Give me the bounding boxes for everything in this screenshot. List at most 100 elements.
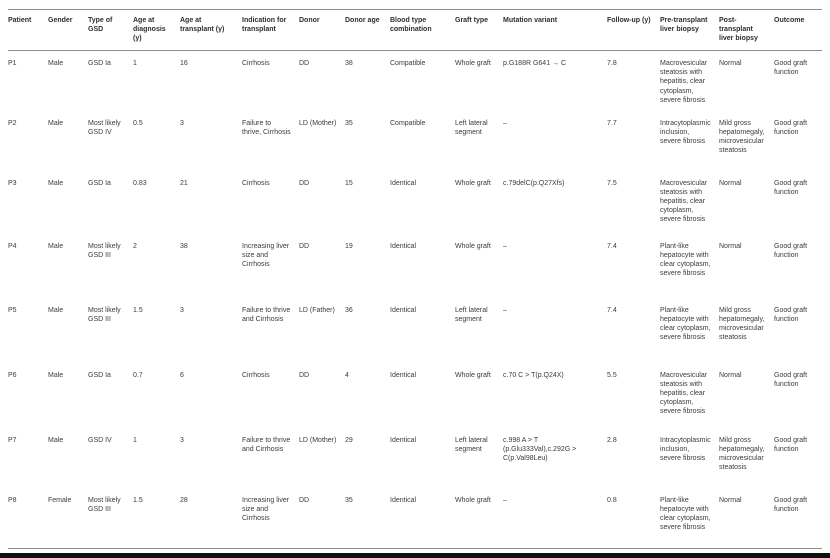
table-row: P3 Male GSD Ia 0.83 21 Cirrhosis DD 15 Identical… [8,171,822,234]
table-cell: 1 [133,436,137,444]
table-cell: P5 [8,306,17,314]
table-cell: Male [48,119,64,127]
table-cell: Whole graft [455,371,491,379]
header-cell-outcome: Outcome [774,8,822,52]
table-cell: Good graft function [774,306,808,323]
table-cell: LD (Father) [299,306,335,314]
table-cell: – [503,119,507,127]
table-cell: Whole graft [455,179,491,187]
table-cell: 6 [180,371,184,379]
table-cell: 2 [133,242,137,250]
table-row: P7 Male GSD IV 1 3 Failure to thrive and Cirr… [8,428,822,488]
table-cell: – [503,242,507,250]
table-cell: Compatible [390,60,426,68]
header-cell-indication: Indication for transplant [242,8,299,52]
table-cell: Good graft function [774,242,808,259]
table-cell: Male [48,242,64,250]
table-cell: 1 [133,60,137,68]
table-cell: Normal [719,496,742,504]
table-row: P5 Male Most likely GSD III 1.5 3 Failure to … [8,298,822,363]
table-cell: P7 [8,436,17,444]
header-cell-post-transplant-biopsy: Post-transplant liver biopsy [719,8,774,52]
table-cell: LD (Mother) [299,119,337,127]
header-cell-age-at-transplant: Age at transplant (y) [180,8,242,52]
header-cell-donor: Donor [299,8,345,52]
table-cell: DD [299,242,310,250]
header-cell-gender: Gender [48,8,88,52]
header-cell-donor-age: Donor age [345,8,390,52]
table-cell: DD [299,60,310,68]
table-cell: Cirrhosis [242,371,270,379]
table-cell: Most likely GSD IV [88,119,121,136]
table-cell: 36 [345,306,353,314]
figure-bottom-border [0,553,830,558]
table-cell: 3 [180,306,184,314]
table-cell: Intracytoplasmic inclusion, severe fibro… [660,436,711,462]
table-cell: Male [48,60,64,68]
table-row: P8 Female Most likely GSD III 1.5 28 Increasi… [8,488,822,543]
table-cell: c.998 A > T (p.Glu333Val),c.292G > C(p.V… [503,436,577,462]
table-cell: Intracytoplasmic inclusion, severe fibro… [660,119,711,145]
table-cell: P3 [8,179,17,187]
table-cell: 7.4 [607,306,617,314]
table-cell: DD [299,371,310,379]
header-cell-age-at-diagnosis: Age at diagnosis (y) [133,8,180,52]
table-row: P1 Male GSD Ia 1 16 Cirrhosis DD 38 Compatible Wh… [8,51,822,111]
header-cell-blood-type: Blood type combination [390,8,455,52]
table-cell: 19 [345,242,353,250]
table-cell: 0.5 [133,119,143,127]
table-cell: Male [48,179,64,187]
patient-table-wrap: Patient Gender Type of GSD Age at diagno… [8,8,822,543]
table-cell: Left lateral segment [455,119,488,136]
table-cell: Macrovesicular steatosis with hepatitis,… [660,179,708,224]
table-cell: Failure to thrive, Cirrhosis [242,119,291,136]
table-header: Patient Gender Type of GSD Age at diagno… [8,8,822,52]
table-cell: GSD Ia [88,60,111,68]
table-cell: Male [48,436,64,444]
table-cell: 5.5 [607,371,617,379]
table-cell: Identical [390,371,417,379]
table-cell: 0.8 [607,496,617,504]
table-cell: Whole graft [455,60,491,68]
patient-characteristics-table: Patient Gender Type of GSD Age at diagno… [8,8,822,543]
header-cell-type-of-gsd: Type of GSD [88,8,133,52]
table-cell: Identical [390,496,417,504]
table-cell: Macrovesicular steatosis with hepatitis,… [660,371,708,416]
table-cell: Plant-like hepatocyte with clear cytopla… [660,242,711,278]
table-cell: 35 [345,119,353,127]
table-cell: Mild gross hepatomegaly, microvesicular … [719,306,765,342]
table-cell: – [503,496,507,504]
table-cell: 7.8 [607,60,617,68]
table-cell: Normal [719,371,742,379]
table-cell: 7.7 [607,119,617,127]
header-cell-follow-up: Follow-up (y) [607,8,660,52]
table-cell: Identical [390,436,417,444]
table-cell: Identical [390,306,417,314]
table-cell: Most likely GSD III [88,242,121,259]
table-cell: 3 [180,119,184,127]
table-cell: P8 [8,496,17,504]
table-cell: P1 [8,60,17,68]
table-cell: Mild gross hepatomegaly, microvesicular … [719,119,765,155]
table-cell: 1.5 [133,496,143,504]
table-cell: 7.5 [607,179,617,187]
table-cell: Good graft function [774,119,808,136]
table-cell: 4 [345,371,349,379]
table-cell: – [503,306,507,314]
table-cell: Male [48,371,64,379]
table-cell: 7.4 [607,242,617,250]
table-cell: Failure to thrive and Cirrhosis [242,306,291,323]
header-row: Patient Gender Type of GSD Age at diagno… [8,8,822,52]
table-cell: GSD Ia [88,371,111,379]
table-row: P6 Male GSD Ia 0.7 6 Cirrhosis DD 4 Identical Who… [8,363,822,428]
table-cell: GSD IV [88,436,112,444]
table-row: P4 Male Most likely GSD III 2 38 Increasing l… [8,234,822,298]
header-cell-graft-type: Graft type [455,8,503,52]
table-cell: 29 [345,436,353,444]
table-cell: P2 [8,119,17,127]
table-cell: 38 [345,60,353,68]
table-cell: Good graft function [774,436,808,453]
table-cell: 28 [180,496,188,504]
table-cell: 2.8 [607,436,617,444]
